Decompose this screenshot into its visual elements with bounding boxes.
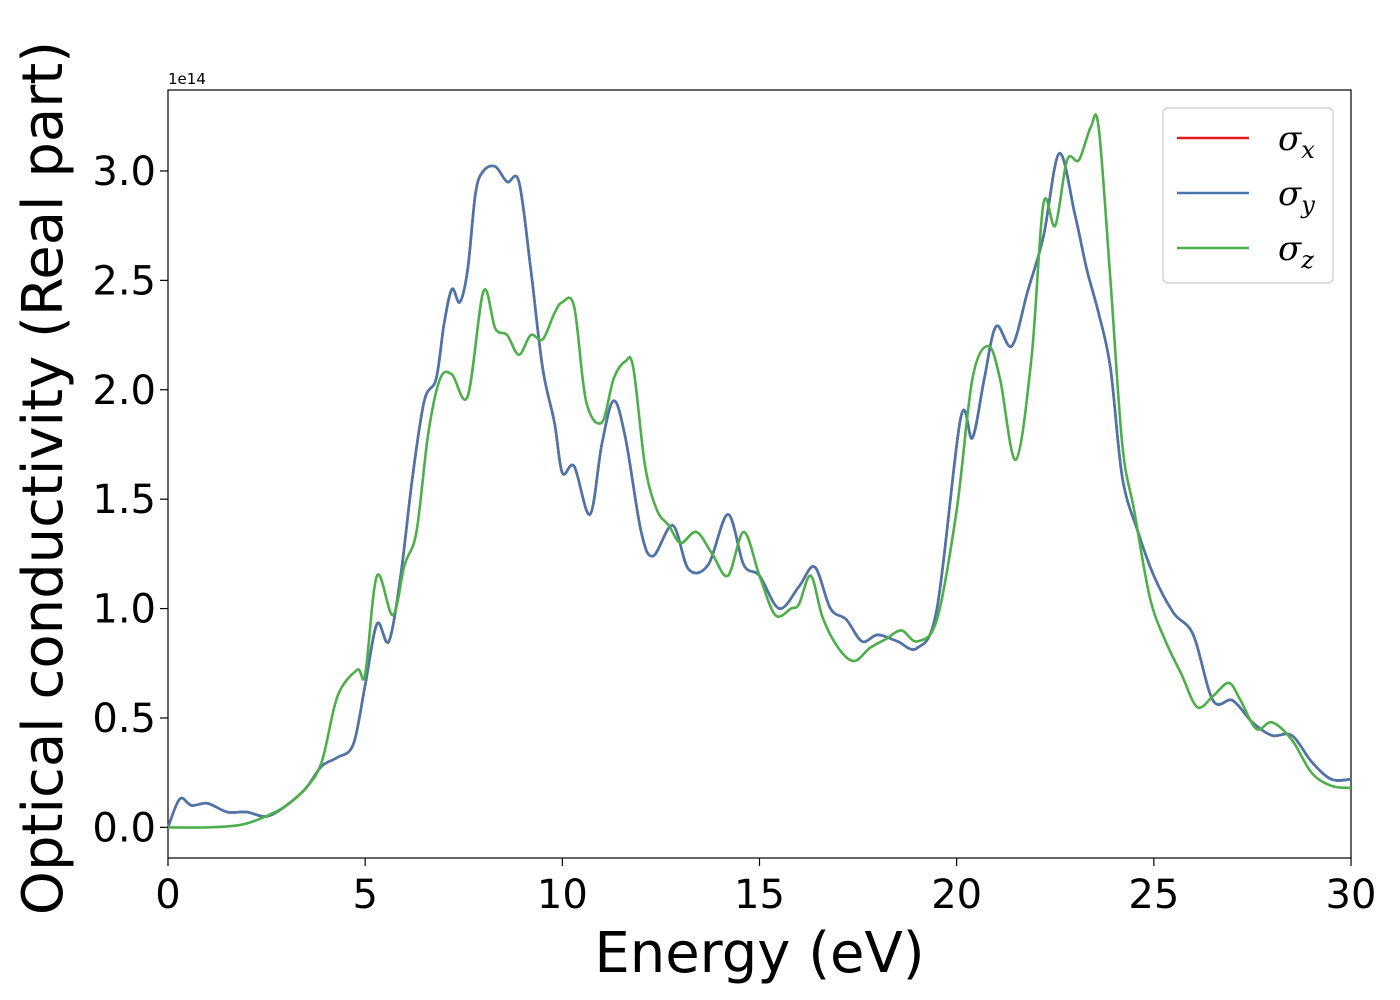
x-tick-label: 5: [352, 872, 377, 918]
y-tick-label: 0.0: [92, 805, 156, 851]
y-tick-label: 1.0: [92, 587, 156, 633]
series-line-y: [166, 152, 1352, 828]
y-offset-text: 1e14: [168, 70, 206, 88]
legend-label-z: σz: [1278, 229, 1314, 274]
x-tick-label: 15: [734, 872, 785, 918]
x-tick-label: 0: [155, 872, 180, 918]
x-axis-label: Energy (eV): [594, 921, 924, 986]
x-tick-label: 25: [1128, 872, 1179, 918]
legend-label-y: σy: [1278, 174, 1315, 219]
x-tick-label: 20: [931, 872, 982, 918]
legend: σx σy σz: [1162, 107, 1334, 284]
x-axis: 0 5 10 15 20 25 30: [155, 858, 1376, 918]
legend-label-x: σx: [1278, 119, 1315, 164]
plot-area: 0 5 10 15 20 25 30 0.0 0.5 1.0 1.5 2.0 2.5 3.0: [92, 89, 1376, 918]
y-axis-label: Optical conductivity (Real part): [11, 41, 76, 915]
y-tick-label: 2.5: [92, 258, 156, 304]
series-line-z: [167, 113, 1352, 829]
y-axis: 0.0 0.5 1.0 1.5 2.0 2.5 3.0: [92, 149, 168, 851]
y-tick-label: 3.0: [92, 149, 156, 195]
series-layer: [166, 113, 1352, 829]
y-tick-label: 0.5: [92, 696, 156, 742]
y-tick-label: 1.5: [92, 477, 156, 523]
y-tick-label: 2.0: [92, 368, 156, 414]
legend-box: [1162, 107, 1334, 284]
x-tick-label: 10: [537, 872, 588, 918]
x-tick-label: 30: [1326, 872, 1377, 918]
